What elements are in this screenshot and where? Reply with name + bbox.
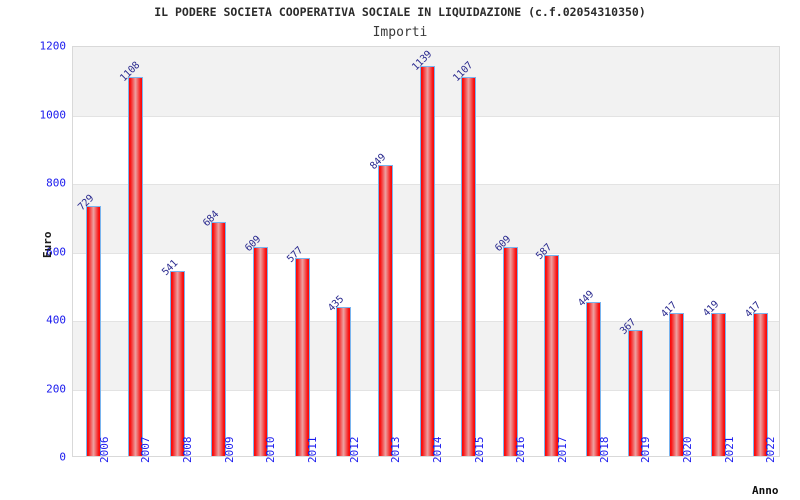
bar[interactable] bbox=[586, 302, 602, 456]
chart-subtitle: Importi bbox=[372, 25, 428, 40]
bar[interactable] bbox=[502, 247, 518, 456]
x-tick-label: 2012 bbox=[347, 436, 361, 464]
bar[interactable] bbox=[752, 313, 768, 456]
x-tick-label: 2009 bbox=[222, 436, 236, 464]
y-tick-label: 200 bbox=[46, 382, 66, 395]
x-tick-label: 2022 bbox=[764, 436, 778, 464]
x-tick-label: 2015 bbox=[472, 436, 486, 464]
y-tick-label: 800 bbox=[46, 176, 66, 190]
x-tick-label: 2016 bbox=[514, 436, 528, 464]
bar[interactable] bbox=[669, 313, 685, 456]
x-tick-label: 2014 bbox=[431, 436, 444, 464]
bar[interactable] bbox=[461, 76, 477, 456]
x-tick-label: 2006 bbox=[97, 436, 111, 464]
y-tick-label: 400 bbox=[46, 313, 66, 327]
y-axis-title: Euro bbox=[41, 231, 54, 259]
x-tick-label: 2019 bbox=[639, 436, 653, 464]
bar[interactable] bbox=[169, 270, 185, 456]
bar[interactable] bbox=[127, 76, 143, 456]
x-tick-label: 2007 bbox=[139, 436, 153, 464]
x-tick-label: 2017 bbox=[555, 436, 569, 464]
y-tick-label: 0 bbox=[59, 450, 66, 464]
y-tick-label: 600 bbox=[46, 245, 66, 258]
x-tick-label: 2021 bbox=[722, 436, 736, 464]
bar[interactable] bbox=[252, 247, 268, 456]
bar[interactable] bbox=[294, 258, 310, 456]
x-tick-label: 2013 bbox=[389, 436, 403, 464]
x-tick-label: 2018 bbox=[597, 436, 611, 464]
x-tick-label: 2020 bbox=[680, 436, 694, 464]
y-tick-label: 1200 bbox=[39, 39, 67, 53]
chart-title: IL PODERE SOCIETA COOPERATIVA SOCIALE IN… bbox=[154, 5, 646, 19]
bar[interactable] bbox=[711, 312, 727, 456]
bar[interactable] bbox=[544, 254, 560, 456]
x-tick-label: 2011 bbox=[306, 436, 320, 464]
y-tick-label: 1000 bbox=[39, 108, 67, 121]
x-axis-title: Anno bbox=[752, 484, 779, 497]
bar[interactable] bbox=[211, 221, 227, 456]
bar[interactable] bbox=[86, 206, 102, 456]
x-tick-label: 2010 bbox=[264, 436, 278, 464]
bar[interactable] bbox=[377, 165, 393, 456]
bar[interactable] bbox=[627, 330, 643, 456]
x-tick-label: 2008 bbox=[181, 436, 195, 464]
bar[interactable] bbox=[419, 65, 435, 456]
bar[interactable] bbox=[336, 307, 352, 456]
plot-area bbox=[72, 46, 780, 457]
